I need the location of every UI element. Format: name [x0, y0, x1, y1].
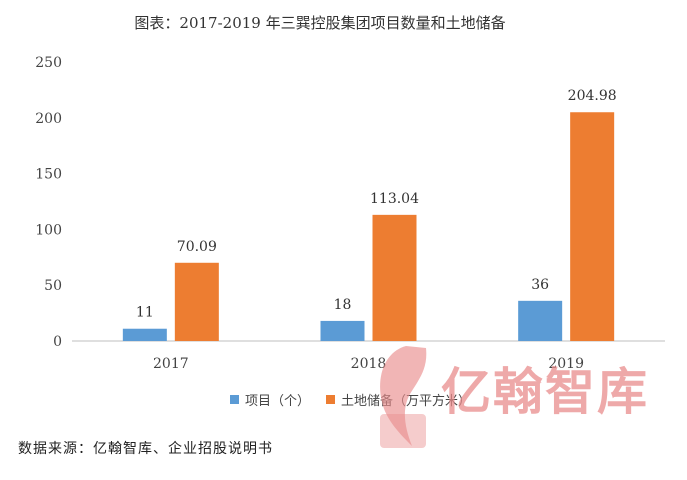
chart-title: 图表：2017-2019 年三巽控股集团项目数量和土地储备	[134, 14, 506, 32]
x-tick-label: 2018	[351, 356, 387, 372]
bar-land-reserve	[570, 112, 615, 342]
y-tick-label: 100	[35, 222, 62, 238]
data-label-land-reserve: 70.09	[177, 239, 217, 255]
watermark-text: 亿翰智库	[441, 363, 649, 421]
x-tick-label: 2017	[153, 356, 189, 372]
y-tick-label: 200	[35, 111, 62, 127]
data-label-land-reserve: 204.98	[568, 88, 617, 104]
data-source-note: 数据来源：亿翰智库、企业招股说明书	[18, 441, 273, 457]
y-tick-label: 150	[35, 167, 62, 183]
data-label-projects: 36	[531, 277, 549, 293]
bar-land-reserve	[174, 262, 219, 341]
bar-projects	[320, 320, 365, 341]
bar-chart: 0 50 100 150 200 250 2017 11 70.09 2018 18 113.04 20…	[35, 55, 665, 372]
watermark: 亿翰智库	[366, 338, 686, 458]
bar-projects	[122, 328, 167, 341]
watermark-logo-icon	[380, 346, 427, 448]
x-tick-label: 2019	[548, 356, 584, 372]
legend-label-projects: 项目（个）	[245, 394, 311, 409]
bar-projects	[518, 300, 563, 341]
legend-swatch-projects	[230, 395, 239, 404]
y-tick-label: 50	[44, 278, 62, 294]
data-label-land-reserve: 113.04	[370, 191, 419, 207]
legend-swatch-land-reserve	[326, 395, 336, 404]
y-tick-label: 0	[53, 334, 62, 350]
data-label-projects: 11	[136, 305, 154, 321]
data-label-projects: 18	[334, 297, 352, 313]
legend-item-projects: 项目（个）	[230, 390, 310, 409]
y-tick-label: 250	[35, 55, 62, 71]
bar-land-reserve	[372, 214, 417, 341]
